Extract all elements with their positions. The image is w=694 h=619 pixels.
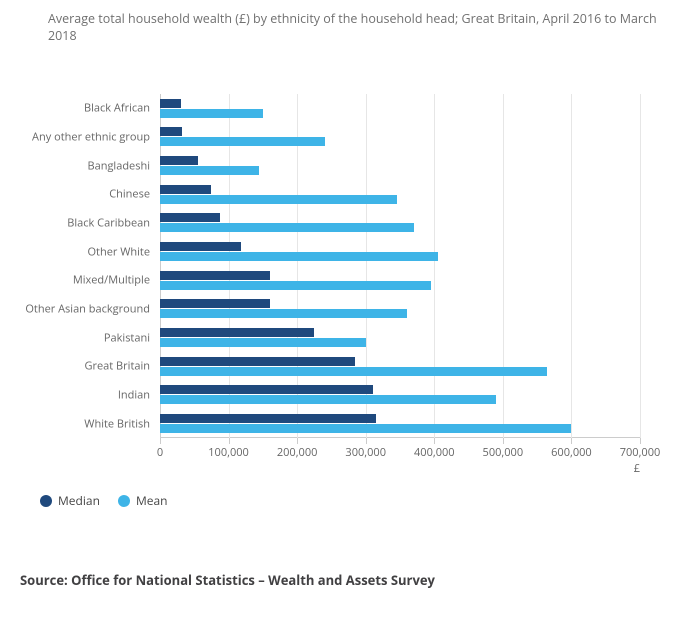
category-row: White British bbox=[160, 409, 640, 438]
category-label: Black African bbox=[84, 101, 150, 116]
category-label: Black Caribbean bbox=[67, 215, 150, 230]
x-tick bbox=[297, 438, 298, 444]
category-label: Other White bbox=[87, 244, 150, 259]
x-tick bbox=[503, 438, 504, 444]
bar-median[interactable] bbox=[160, 385, 373, 394]
x-tick-label: 0 bbox=[157, 445, 163, 460]
bar-mean[interactable] bbox=[160, 281, 431, 290]
bar-median[interactable] bbox=[160, 127, 182, 136]
bar-mean[interactable] bbox=[160, 424, 571, 433]
bar-median[interactable] bbox=[160, 299, 270, 308]
category-row: Chinese bbox=[160, 180, 640, 209]
category-label: Pakistani bbox=[104, 330, 150, 345]
bar-mean[interactable] bbox=[160, 367, 547, 376]
x-tick bbox=[640, 438, 641, 444]
bar-median[interactable] bbox=[160, 242, 241, 251]
category-row: Great Britain bbox=[160, 352, 640, 381]
x-tick bbox=[160, 438, 161, 444]
x-tick bbox=[434, 438, 435, 444]
x-tick bbox=[571, 438, 572, 444]
x-tick bbox=[366, 438, 367, 444]
category-row: Bangladeshi bbox=[160, 151, 640, 180]
bar-median[interactable] bbox=[160, 357, 355, 366]
source-text: Source: Office for National Statistics –… bbox=[20, 571, 674, 589]
bar-mean[interactable] bbox=[160, 309, 407, 318]
category-label: Chinese bbox=[109, 187, 150, 202]
category-label: Other Asian background bbox=[25, 301, 150, 316]
bar-mean[interactable] bbox=[160, 395, 496, 404]
bar-median[interactable] bbox=[160, 414, 376, 423]
x-tick-label: 700,000 bbox=[620, 445, 661, 460]
x-axis-title: £ bbox=[634, 461, 640, 476]
x-tick-label: 100,000 bbox=[208, 445, 249, 460]
bar-mean[interactable] bbox=[160, 109, 263, 118]
gridline bbox=[640, 94, 641, 438]
bar-median[interactable] bbox=[160, 156, 198, 165]
legend-label: Mean bbox=[136, 492, 168, 509]
x-tick-label: 300,000 bbox=[345, 445, 386, 460]
x-tick-label: 500,000 bbox=[483, 445, 524, 460]
x-tick-label: 600,000 bbox=[551, 445, 592, 460]
category-label: Bangladeshi bbox=[88, 158, 151, 173]
legend: Median Mean bbox=[40, 492, 674, 511]
bar-median[interactable] bbox=[160, 185, 211, 194]
category-row: Black Caribbean bbox=[160, 209, 640, 238]
chart-title: Average total household wealth (£) by et… bbox=[48, 10, 674, 44]
category-label: Great Britain bbox=[85, 359, 151, 374]
category-label: Any other ethnic group bbox=[32, 129, 150, 144]
x-tick-label: 400,000 bbox=[414, 445, 455, 460]
bar-mean[interactable] bbox=[160, 223, 414, 232]
category-row: Other White bbox=[160, 237, 640, 266]
x-tick bbox=[229, 438, 230, 444]
chart: 0 100,000 200,000 300,000 400,000 500,000 600,… bbox=[20, 94, 674, 511]
bar-mean[interactable] bbox=[160, 195, 397, 204]
bar-median[interactable] bbox=[160, 213, 220, 222]
plot-area: 0100,000200,000300,000400,000500,000600,… bbox=[160, 94, 640, 438]
bar-mean[interactable] bbox=[160, 166, 259, 175]
bar-mean[interactable] bbox=[160, 338, 366, 347]
category-row: Black African bbox=[160, 94, 640, 123]
bar-mean[interactable] bbox=[160, 252, 438, 261]
legend-item-mean[interactable]: Mean bbox=[118, 492, 168, 509]
category-row: Any other ethnic group bbox=[160, 123, 640, 152]
bar-median[interactable] bbox=[160, 328, 314, 337]
category-row: Pakistani bbox=[160, 323, 640, 352]
bar-median[interactable] bbox=[160, 271, 270, 280]
category-label: White British bbox=[84, 416, 150, 431]
legend-swatch bbox=[40, 495, 52, 507]
legend-label: Median bbox=[58, 492, 100, 509]
category-row: Mixed/Multiple bbox=[160, 266, 640, 295]
bar-median[interactable] bbox=[160, 99, 181, 108]
legend-swatch bbox=[118, 495, 130, 507]
category-row: Indian bbox=[160, 381, 640, 410]
category-label: Mixed/Multiple bbox=[73, 273, 150, 288]
x-tick-label: 200,000 bbox=[277, 445, 318, 460]
bar-mean[interactable] bbox=[160, 137, 325, 146]
category-row: Other Asian background bbox=[160, 295, 640, 324]
category-label: Indian bbox=[118, 387, 150, 402]
legend-item-median[interactable]: Median bbox=[40, 492, 100, 509]
